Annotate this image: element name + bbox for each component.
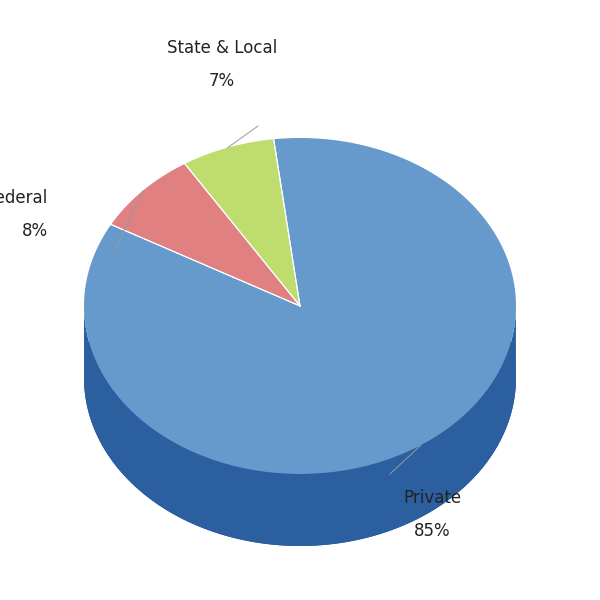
Polygon shape <box>111 164 300 306</box>
Text: 7%: 7% <box>209 72 235 90</box>
Text: Federal: Federal <box>0 189 48 207</box>
Polygon shape <box>185 139 300 306</box>
Ellipse shape <box>84 210 516 546</box>
Polygon shape <box>84 138 516 474</box>
Text: Private: Private <box>403 489 461 507</box>
Polygon shape <box>84 307 516 546</box>
Text: State & Local: State & Local <box>167 39 277 57</box>
Text: 85%: 85% <box>413 522 451 540</box>
Text: 8%: 8% <box>22 222 48 240</box>
